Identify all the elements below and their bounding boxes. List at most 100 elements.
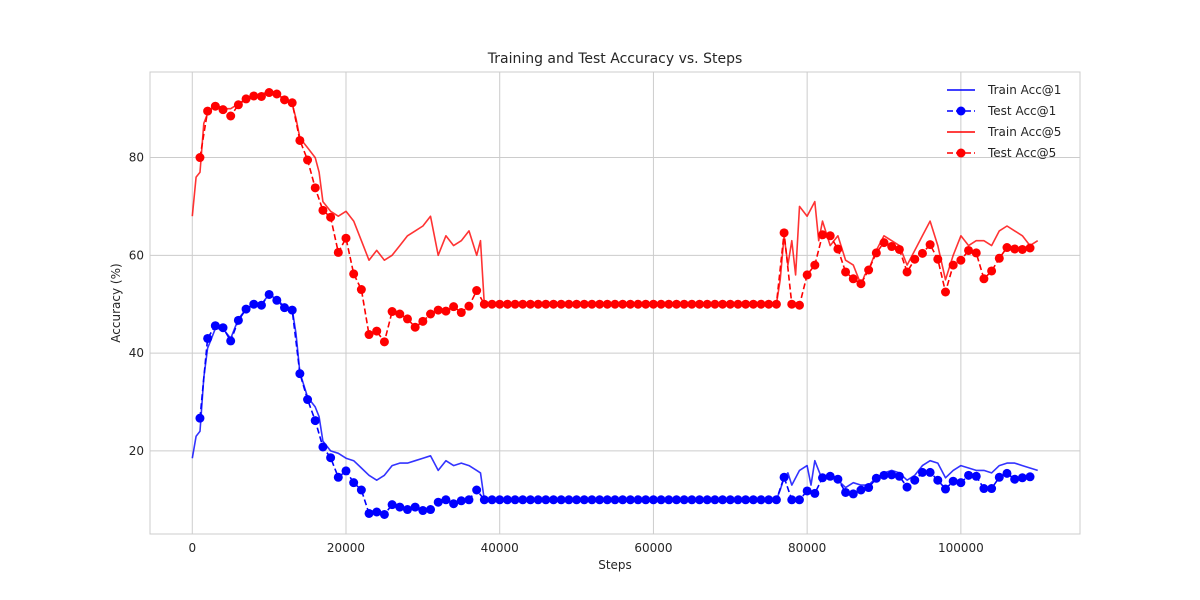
point-test-acc-1-72 <box>748 495 758 505</box>
point-test-acc-5-64 <box>687 299 697 309</box>
point-test-acc-1-38 <box>487 495 497 505</box>
point-test-acc-5-93 <box>910 254 920 264</box>
y-axis-label: Accuracy (%) <box>109 263 123 342</box>
point-test-acc-1-41 <box>510 495 520 505</box>
point-test-acc-1-55 <box>618 495 628 505</box>
point-test-acc-5-41 <box>510 299 520 309</box>
point-test-acc-5-90 <box>887 242 897 252</box>
point-test-acc-5-56 <box>625 299 635 309</box>
point-test-acc-1-46 <box>549 495 559 505</box>
point-test-acc-5-106 <box>1010 244 1020 254</box>
point-test-acc-1-54 <box>610 495 620 505</box>
point-test-acc-5-94 <box>917 248 927 258</box>
x-tick-label-0: 0 <box>188 541 196 555</box>
point-test-acc-1-28 <box>410 502 420 512</box>
point-test-acc-5-9 <box>264 88 274 98</box>
point-test-acc-1-77 <box>787 495 797 505</box>
point-test-acc-5-98 <box>948 260 958 270</box>
point-test-acc-5-3 <box>218 105 228 115</box>
point-test-acc-5-42 <box>518 299 528 309</box>
series-test-acc-5 <box>195 88 1035 347</box>
point-test-acc-5-108 <box>1025 243 1035 253</box>
point-test-acc-1-105 <box>1002 468 1012 478</box>
legend-item-train-acc-5: Train Acc@5 <box>947 125 1061 139</box>
point-test-acc-1-39 <box>495 495 505 505</box>
point-test-acc-5-18 <box>333 247 343 257</box>
point-test-acc-1-34 <box>456 496 466 506</box>
point-test-acc-1-58 <box>641 495 651 505</box>
point-test-acc-5-35 <box>464 301 474 311</box>
point-test-acc-1-102 <box>979 484 989 494</box>
point-test-acc-1-65 <box>695 495 705 505</box>
y-tick-label-1: 40 <box>129 346 144 360</box>
point-test-acc-1-97 <box>940 484 950 494</box>
point-test-acc-1-78 <box>794 495 804 505</box>
point-test-acc-5-19 <box>341 233 351 243</box>
point-test-acc-5-25 <box>387 307 397 317</box>
point-test-acc-5-81 <box>818 230 828 240</box>
point-test-acc-1-14 <box>303 395 313 405</box>
x-tick-label-4: 80000 <box>788 541 826 555</box>
point-test-acc-1-106 <box>1010 474 1020 484</box>
point-test-acc-5-31 <box>433 305 443 315</box>
point-test-acc-5-48 <box>564 299 574 309</box>
point-test-acc-5-1 <box>203 106 213 116</box>
point-test-acc-5-88 <box>871 248 881 258</box>
point-test-acc-5-44 <box>533 299 543 309</box>
legend-item-test-acc-5: Test Acc@5 <box>947 146 1056 160</box>
x-axis-label: Steps <box>598 558 632 572</box>
point-test-acc-5-22 <box>364 330 374 340</box>
point-test-acc-1-31 <box>433 497 443 507</box>
plot-frame <box>149 71 1081 535</box>
legend-label-train-acc-5: Train Acc@5 <box>987 125 1061 139</box>
point-test-acc-1-89 <box>879 470 889 480</box>
point-test-acc-5-65 <box>695 299 705 309</box>
point-test-acc-5-66 <box>702 299 712 309</box>
point-test-acc-1-107 <box>1017 473 1027 483</box>
point-test-acc-5-37 <box>479 299 489 309</box>
point-test-acc-5-28 <box>410 322 420 332</box>
series-test-acc-1 <box>195 289 1035 519</box>
point-test-acc-1-40 <box>502 495 512 505</box>
x-tick-labels: 0 20000 40000 60000 80000 100000 <box>188 541 983 555</box>
point-test-acc-1-108 <box>1025 472 1035 482</box>
point-test-acc-5-92 <box>902 267 912 277</box>
point-test-acc-1-50 <box>579 495 589 505</box>
point-test-acc-1-1 <box>203 333 213 343</box>
point-test-acc-5-33 <box>449 302 459 312</box>
point-test-acc-5-86 <box>856 279 866 289</box>
y-tick-labels: 20 40 60 80 <box>129 151 144 458</box>
point-test-acc-5-49 <box>572 299 582 309</box>
point-test-acc-1-94 <box>917 467 927 477</box>
point-test-acc-1-59 <box>648 495 658 505</box>
point-test-acc-5-7 <box>249 91 259 101</box>
point-test-acc-1-21 <box>356 485 366 495</box>
point-test-acc-5-71 <box>741 299 751 309</box>
point-test-acc-5-36 <box>472 286 482 296</box>
point-test-acc-5-40 <box>502 299 512 309</box>
point-test-acc-5-105 <box>1002 243 1012 253</box>
point-test-acc-5-83 <box>833 244 843 254</box>
point-test-acc-5-10 <box>272 89 282 99</box>
point-test-acc-5-27 <box>402 314 412 324</box>
point-test-acc-5-46 <box>549 299 559 309</box>
point-test-acc-5-91 <box>894 244 904 254</box>
point-test-acc-1-68 <box>718 495 728 505</box>
point-test-acc-5-54 <box>610 299 620 309</box>
series-layer <box>191 88 1039 519</box>
point-test-acc-5-0 <box>195 153 205 163</box>
point-test-acc-1-60 <box>656 495 666 505</box>
point-test-acc-5-5 <box>233 100 243 110</box>
point-test-acc-5-68 <box>718 299 728 309</box>
point-test-acc-5-14 <box>303 155 313 165</box>
point-test-acc-5-43 <box>525 299 535 309</box>
point-test-acc-5-80 <box>810 260 820 270</box>
point-test-acc-1-74 <box>764 495 774 505</box>
point-test-acc-5-63 <box>679 299 689 309</box>
point-test-acc-1-19 <box>341 466 351 476</box>
point-test-acc-1-17 <box>326 453 336 463</box>
point-test-acc-1-86 <box>856 485 866 495</box>
point-test-acc-1-62 <box>671 495 681 505</box>
point-test-acc-5-85 <box>848 274 858 284</box>
point-test-acc-5-4 <box>226 111 236 121</box>
